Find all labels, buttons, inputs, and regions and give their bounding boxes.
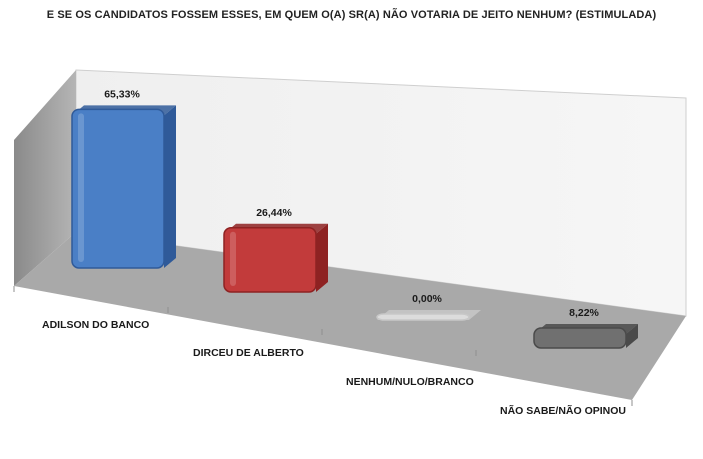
category-label-3: NENHUM/NULO/BRANCO [346, 376, 474, 388]
category-label-4: NÃO SABE/NÃO OPINOU [500, 404, 626, 417]
floor [14, 232, 686, 400]
bars-group [71, 105, 638, 349]
bar-side-4 [626, 324, 638, 348]
bar-highlight-1 [78, 113, 84, 262]
category-labels: ADILSON DO BANCO DIRCEU DE ALBERTO NENHUM/… [42, 319, 626, 417]
value-labels: 65,33% 26,44% 0,00% 8,22% [104, 88, 599, 319]
bar-highlight-2 [230, 231, 236, 286]
bar-side-2 [316, 223, 328, 292]
bar-3 [376, 313, 470, 321]
bar-side-1 [164, 105, 176, 268]
category-label-2: DIRCEU DE ALBERTO [193, 347, 304, 359]
value-label-3: 0,00% [412, 293, 442, 305]
side-wall [14, 70, 76, 286]
value-label-1: 65,33% [104, 88, 140, 100]
bar-4 [533, 327, 627, 349]
bar-2 [223, 227, 317, 293]
value-label-4: 8,22% [569, 307, 599, 319]
value-label-2: 26,44% [256, 207, 292, 219]
chart-title: E SE OS CANDIDATOS FOSSEM ESSES, EM QUEM… [46, 9, 657, 21]
category-label-1: ADILSON DO BANCO [42, 319, 149, 331]
floor-dividers [13, 286, 633, 406]
bar-1 [71, 108, 165, 269]
